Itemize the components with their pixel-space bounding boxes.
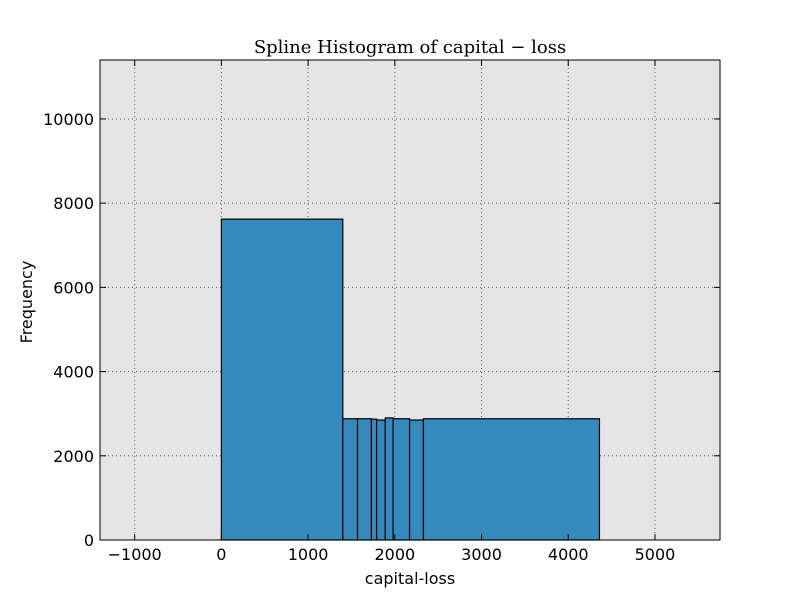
y-tick-label-1: 2000 <box>53 447 94 466</box>
histogram-bar-8 <box>422 418 601 541</box>
x-tick-label-3: 2000 <box>374 545 415 564</box>
x-tick-label-0: −1000 <box>108 545 162 564</box>
histogram-bar-1 <box>342 418 359 541</box>
x-tick-label-4: 3000 <box>461 545 502 564</box>
y-tick-label-0: 0 <box>84 531 94 550</box>
histogram-bar-6 <box>392 418 411 541</box>
histogram-bar-3 <box>370 418 378 541</box>
y-axis-label: Frequency <box>17 261 36 344</box>
y-tick-label-5: 10000 <box>43 110 94 129</box>
histogram-bar-5 <box>384 417 394 541</box>
x-axis-label: capital-loss <box>365 569 455 588</box>
y-tick-label-3: 6000 <box>53 278 94 297</box>
chart-title: Spline Histogram of capital − loss <box>254 37 566 58</box>
y-axis-ticks: 0 2000 4000 6000 8000 10000 <box>43 110 720 550</box>
histogram-bar-4 <box>376 419 386 541</box>
y-tick-label-2: 4000 <box>53 363 94 382</box>
histogram-bar-0 <box>220 218 344 541</box>
histogram-bars <box>220 218 601 541</box>
x-tick-label-5: 4000 <box>548 545 589 564</box>
histogram-bar-2 <box>356 418 373 541</box>
x-tick-label-6: 5000 <box>635 545 676 564</box>
x-axis-ticks: −1000 0 1000 2000 3000 4000 5000 <box>108 60 676 564</box>
y-tick-label-4: 8000 <box>53 194 94 213</box>
plot-border <box>99 59 721 541</box>
x-tick-label-1: 0 <box>216 545 226 564</box>
x-tick-label-2: 1000 <box>288 545 329 564</box>
histogram-bar-7 <box>408 419 425 541</box>
